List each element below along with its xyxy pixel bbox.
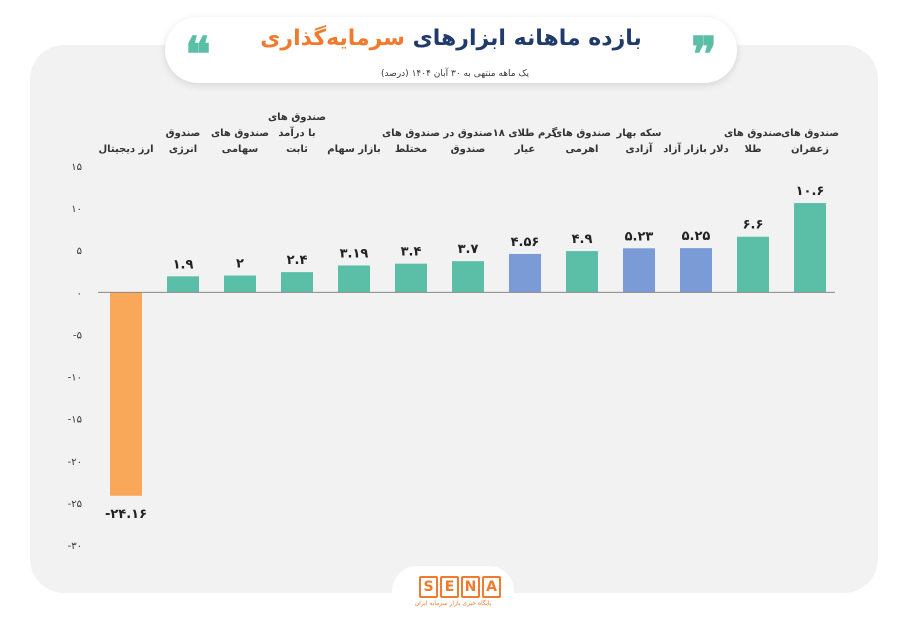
logo-letter: E — [440, 576, 459, 598]
category-label: صندوق در — [442, 128, 492, 139]
page-title: بازده ماهانه ابزارهای سرمایه‌گذاری — [165, 26, 737, 51]
footer-logo: S E N A پایگاه خبری بازار سرمایه ایران — [392, 566, 514, 616]
data-label: ۵.۲۵ — [682, 229, 711, 244]
y-tick-label: ۰ — [77, 288, 82, 299]
chart-subtitle: یک ماهه منتهی به ۳۰ آبان ۱۴۰۴ (درصد) — [380, 69, 530, 79]
bar — [680, 248, 712, 293]
bar — [395, 263, 427, 293]
data-label: ۱.۹ — [173, 257, 194, 272]
category-label: صندوق — [451, 144, 486, 155]
data-label: ۵.۲۳ — [625, 229, 654, 244]
category-label: بازار سهام — [327, 144, 380, 155]
bar — [224, 275, 256, 293]
data-label: ۲.۴ — [287, 253, 308, 268]
bar — [566, 251, 598, 293]
data-label: ۴.۵۶ — [511, 235, 540, 250]
title-banner: ❝ بازده ماهانه ابزارهای سرمایه‌گذاری ❞ — [165, 17, 737, 83]
category-label: با درآمد — [278, 126, 315, 139]
y-tick-label: -۳۰ — [68, 541, 82, 552]
y-tick-label: ۵ — [77, 246, 82, 257]
bar — [794, 203, 826, 293]
quote-open-icon: ❝ — [185, 27, 211, 83]
category-label: گرم طلای ۱۸ — [493, 126, 558, 139]
y-tick-label: ۱۵ — [71, 162, 82, 173]
category-label: سکه بهار — [615, 128, 661, 139]
data-label: ۴.۹ — [572, 232, 593, 247]
y-tick-label: -۲۵ — [68, 499, 82, 510]
bar — [338, 265, 370, 293]
chart-panel — [30, 45, 878, 593]
category-label: مختلط — [395, 144, 427, 155]
category-label: دلار بازار آزاد — [663, 142, 729, 155]
category-label: انرژی — [169, 144, 197, 155]
y-tick-label: -۵ — [73, 330, 82, 341]
category-label: صندوق های — [724, 128, 782, 139]
data-label: ۲ — [236, 256, 244, 271]
category-label: صندوق — [166, 128, 201, 139]
data-label: ۶.۶ — [743, 218, 764, 233]
title-highlight: سرمایه‌گذاری — [260, 26, 405, 51]
data-label: -۲۴.۱۶ — [105, 507, 147, 522]
bar — [110, 292, 142, 496]
category-label: اهرمی — [566, 144, 599, 155]
category-label: صندوق های — [382, 128, 440, 139]
bar — [623, 248, 655, 293]
logo-tagline: پایگاه خبری بازار سرمایه ایران — [414, 600, 492, 607]
bar — [452, 261, 484, 293]
category-label: صندوق های — [268, 112, 326, 123]
category-label: عیار — [514, 144, 535, 155]
logo-letter: A — [482, 576, 501, 598]
title-main: بازده ماهانه ابزارهای — [404, 26, 642, 51]
bar — [167, 276, 199, 293]
sena-logo: S E N A — [419, 576, 501, 598]
category-label: صندوق های — [781, 128, 839, 139]
category-label: صندوق های — [553, 128, 611, 139]
data-label: ۳.۱۹ — [340, 246, 369, 261]
data-label: ۳.۴ — [401, 245, 422, 260]
logo-letter: N — [461, 576, 480, 598]
bar — [281, 272, 313, 293]
y-tick-label: ۱۰ — [71, 204, 82, 215]
category-label: طلا — [744, 144, 761, 155]
y-tick-label: -۲۰ — [68, 457, 82, 468]
data-label: ۳.۷ — [458, 242, 479, 257]
category-label: زعفران — [791, 144, 829, 155]
category-label: ارز دیجیتال — [98, 144, 153, 155]
category-label: آزادی — [626, 142, 653, 155]
bar — [737, 236, 769, 293]
data-label: ۱۰.۶ — [796, 184, 825, 199]
category-label: ثابت — [286, 144, 308, 155]
quote-close-icon: ❞ — [691, 27, 717, 83]
y-tick-label: -۱۰ — [68, 373, 82, 384]
category-label: صندوق های — [211, 128, 269, 139]
bar — [509, 253, 541, 293]
category-label: سهامی — [222, 144, 259, 155]
y-tick-label: -۱۵ — [68, 415, 82, 426]
logo-letter: S — [419, 576, 438, 598]
